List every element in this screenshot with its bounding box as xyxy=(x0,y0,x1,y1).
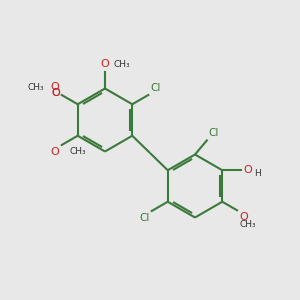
Text: O: O xyxy=(51,82,59,92)
Text: O: O xyxy=(51,88,60,98)
Text: CH₃: CH₃ xyxy=(113,60,130,69)
Text: CH₃: CH₃ xyxy=(28,83,44,92)
Text: O: O xyxy=(239,212,248,222)
Text: CH₃: CH₃ xyxy=(239,220,256,230)
Text: Cl: Cl xyxy=(139,213,150,223)
Text: O: O xyxy=(51,88,60,98)
Text: O: O xyxy=(100,59,109,69)
Text: Cl: Cl xyxy=(209,128,219,138)
Text: O: O xyxy=(51,147,59,157)
Text: Cl: Cl xyxy=(150,83,161,93)
Text: O: O xyxy=(243,165,252,175)
Text: H: H xyxy=(254,169,261,178)
Text: CH₃: CH₃ xyxy=(69,147,86,156)
